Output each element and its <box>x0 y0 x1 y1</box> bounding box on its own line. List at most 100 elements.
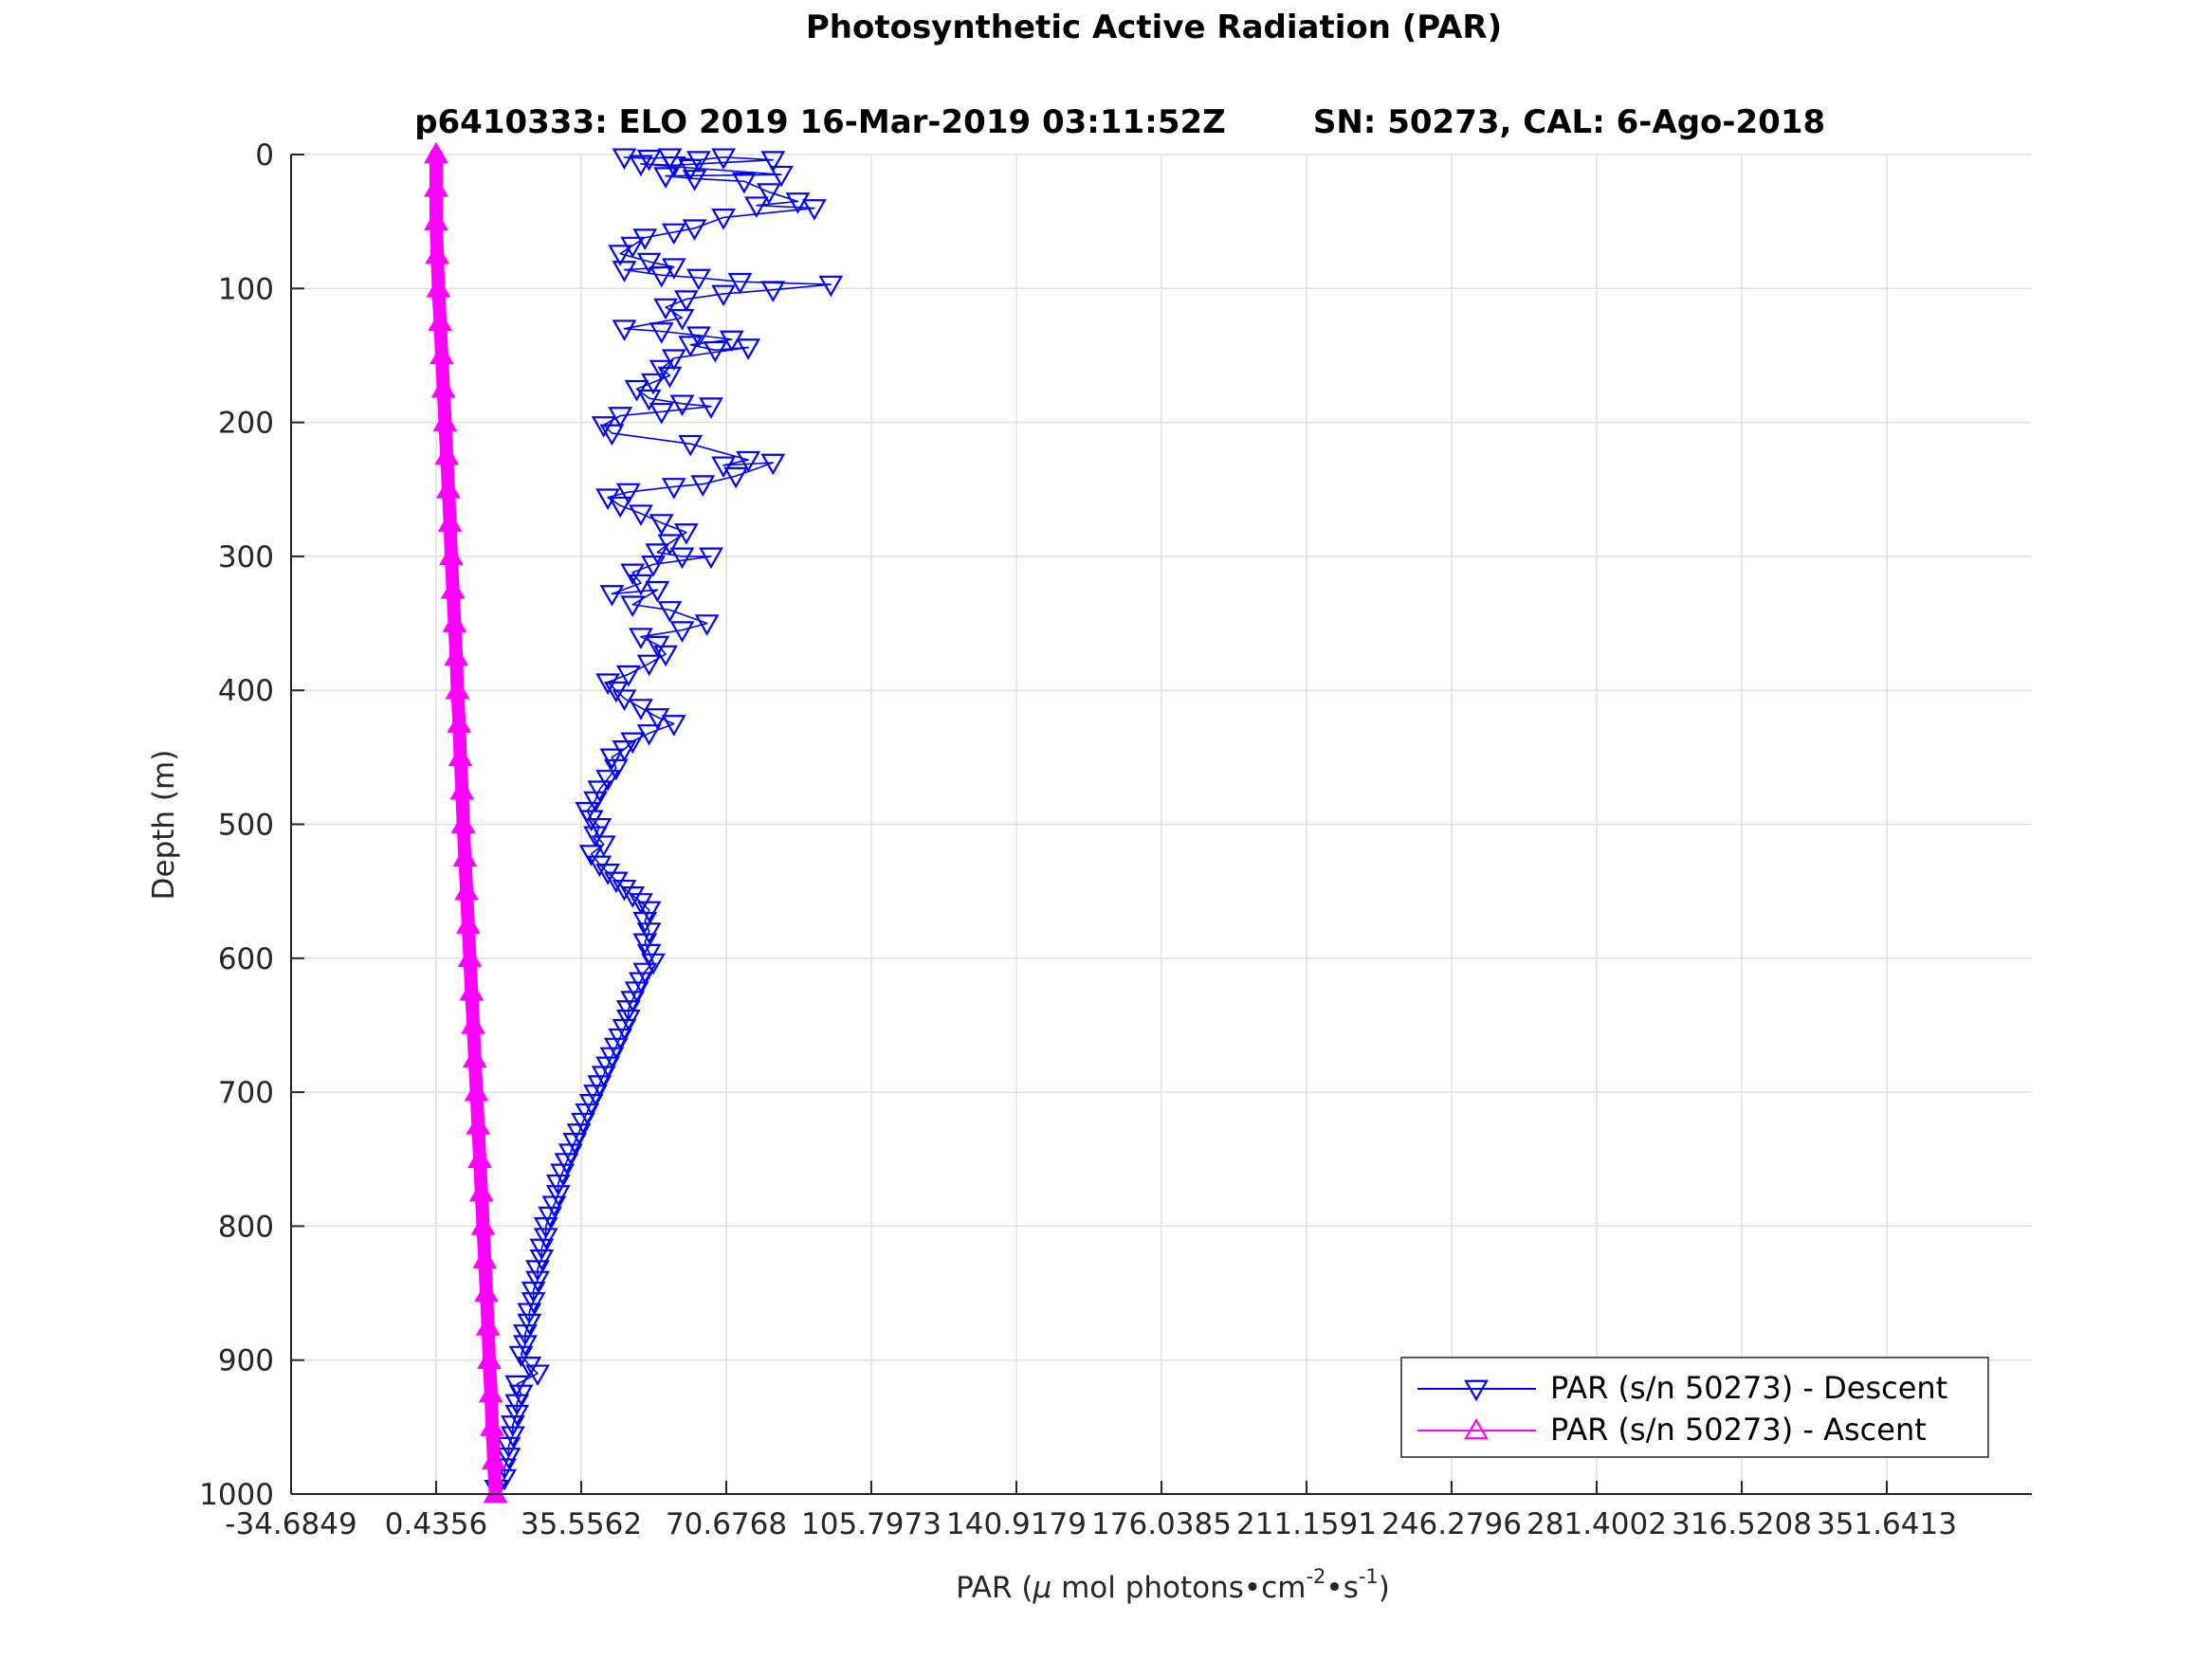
x-tick-label: 176.0385 <box>1091 1507 1232 1541</box>
chart-subtitle-sensor: SN: 50273, CAL: 6-Ago-2018 <box>1313 103 1825 141</box>
descent-point <box>603 758 629 781</box>
descent-point <box>595 864 620 885</box>
ascent-point <box>466 1113 491 1135</box>
descent-point <box>686 268 711 291</box>
ascent-point <box>455 912 481 934</box>
descent-point <box>608 245 633 266</box>
descent-point <box>727 272 753 295</box>
y-tick-label: 800 <box>218 1210 274 1244</box>
descent-point <box>599 748 625 771</box>
descent-point <box>769 165 794 188</box>
descent-point <box>591 416 616 438</box>
descent-point <box>699 547 723 570</box>
ascent-point <box>447 711 472 733</box>
ascent-point <box>444 644 469 666</box>
ascent-point <box>472 1247 498 1269</box>
descent-point <box>653 298 678 320</box>
descent-point <box>711 456 736 479</box>
ascent-point <box>439 543 464 566</box>
descent-point <box>504 1394 530 1416</box>
descent-point <box>661 155 686 178</box>
descent-point <box>595 770 620 792</box>
descent-point <box>711 209 736 230</box>
descent-point <box>649 514 674 536</box>
descent-point <box>533 1217 558 1239</box>
descent-point <box>578 810 604 832</box>
descent-point <box>744 196 769 218</box>
descent-point <box>562 1133 588 1155</box>
descent-point <box>645 580 670 603</box>
descent-point <box>661 258 686 280</box>
descent-point <box>711 284 736 307</box>
descent-point <box>636 389 662 411</box>
y-tick-label: 200 <box>218 407 274 441</box>
descent-point <box>629 504 653 526</box>
descent-point <box>595 673 620 695</box>
descent-point <box>723 466 749 489</box>
descent-point <box>669 547 695 570</box>
descent-point <box>545 1174 571 1196</box>
x-tick-label: 105.7973 <box>801 1507 941 1541</box>
descent-point <box>785 192 811 214</box>
x-tick-label: 246.2796 <box>1381 1507 1522 1541</box>
descent-point <box>736 338 761 360</box>
descent-point <box>686 151 711 173</box>
descent-point <box>504 1404 530 1427</box>
ascent-point <box>452 845 478 867</box>
descent-point <box>517 1303 542 1325</box>
descent-point <box>682 219 707 241</box>
x-tick-label: 70.6768 <box>666 1507 787 1541</box>
ascent-point <box>445 677 470 700</box>
legend: PAR (s/n 50273) - Descent PAR (s/n 50273… <box>1400 1357 1989 1458</box>
ascent-point <box>483 1481 508 1504</box>
descent-point <box>541 1195 567 1218</box>
descent-point <box>612 319 637 341</box>
descent-point <box>669 394 695 417</box>
descent-point <box>620 595 646 617</box>
descent-point <box>629 893 653 915</box>
legend-marker <box>1464 1417 1489 1440</box>
ascent-point <box>470 1213 496 1235</box>
descent-point <box>545 1185 571 1207</box>
descent-point <box>641 373 666 395</box>
y-tick-label: 0 <box>255 138 274 173</box>
descent-point <box>608 496 633 519</box>
ascent-point <box>464 1079 489 1102</box>
descent-point <box>587 855 612 878</box>
ascent-point <box>426 276 451 298</box>
descent-point <box>636 149 662 172</box>
descent-point <box>757 183 781 205</box>
x-tick-label: 211.1591 <box>1236 1507 1377 1541</box>
x-tick-label: 35.5562 <box>521 1507 642 1541</box>
grid-lines <box>290 154 2032 1495</box>
descent-point <box>500 1426 525 1449</box>
ascent-point <box>457 945 483 968</box>
x-tick-label: 316.5208 <box>1672 1507 1812 1541</box>
descent-point <box>632 228 658 250</box>
descent-point <box>711 148 736 171</box>
descent-point <box>612 148 637 171</box>
ascent-point <box>462 1046 487 1068</box>
descent-point <box>694 614 720 636</box>
ascent-point <box>461 1012 485 1034</box>
ascent-point <box>424 141 448 164</box>
y-tick-label: 500 <box>218 809 274 843</box>
series-descent <box>484 148 844 1502</box>
descent-point <box>517 1313 542 1336</box>
descent-point <box>521 1292 546 1314</box>
descent-point <box>538 1206 562 1229</box>
descent-point <box>661 223 686 246</box>
ascent-point <box>480 1414 504 1436</box>
descent-point <box>529 1238 555 1261</box>
descent-point <box>620 236 646 259</box>
descent-point <box>645 543 670 565</box>
x-axis-label: PAR (μ mol photons•cm-2•s-1) <box>956 1565 1390 1605</box>
legend-label-ascent: PAR (s/n 50273) - Ascent <box>1550 1412 1927 1448</box>
ascent-point <box>475 1314 501 1336</box>
descent-point <box>760 281 786 302</box>
descent-point <box>690 475 716 497</box>
legend-marker <box>1464 1379 1489 1402</box>
descent-point <box>612 261 637 283</box>
descent-point <box>525 1260 550 1282</box>
ascent-point <box>467 1146 492 1169</box>
